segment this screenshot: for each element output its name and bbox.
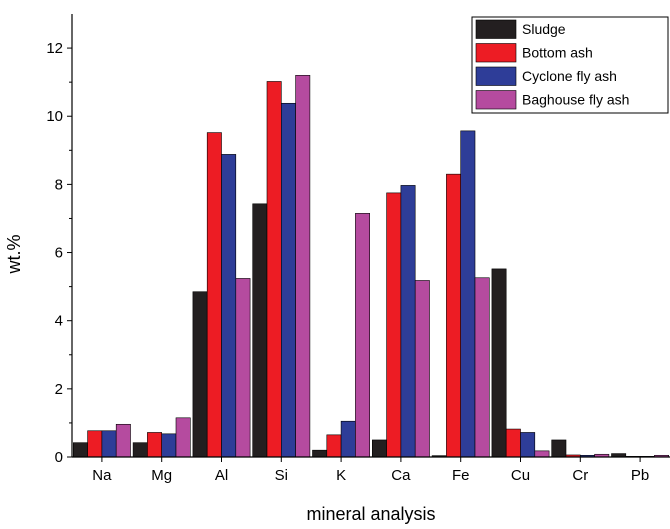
y-axis-title: wt.% — [4, 234, 24, 274]
ticks-group: Na Mg Al Si K Ca Fe Cu Cr Pb 0 2 4 6 8 10 12 — [46, 40, 649, 484]
bar-k-baghouse-fly-ash — [355, 213, 370, 458]
y-tick-label: 6 — [55, 245, 63, 262]
bar-k-bottom-ash — [326, 434, 342, 458]
bar-mg-cyclone-fly-ash — [161, 433, 177, 458]
bar-ca-cyclone-fly-ash — [400, 185, 416, 458]
legend-swatch — [475, 43, 517, 63]
y-tick-label: 12 — [46, 40, 63, 57]
x-tick-label: Cu — [511, 467, 530, 484]
bar-mg-baghouse-fly-ash — [175, 417, 191, 458]
legend: Sludge Bottom ash Cyclone fly ash Baghouse … — [471, 16, 669, 114]
x-axis-title: mineral analysis — [306, 504, 435, 524]
bar-si-sludge — [252, 203, 268, 458]
bar-cu-sludge — [491, 268, 507, 458]
x-tick-label: Mg — [151, 467, 172, 484]
bar-na-sludge — [73, 442, 88, 458]
x-tick-label: Cr — [572, 467, 588, 484]
bar-al-baghouse-fly-ash — [235, 278, 251, 458]
bar-k-sludge — [312, 449, 328, 458]
bar-k-cyclone-fly-ash — [340, 420, 356, 458]
bar-ca-sludge — [371, 439, 387, 458]
x-tick-label: Fe — [452, 467, 470, 484]
x-tick-label: Ca — [391, 467, 411, 484]
bar-fe-bottom-ash — [446, 173, 461, 458]
y-tick-label: 4 — [55, 313, 63, 330]
bar-ca-baghouse-fly-ash — [414, 280, 430, 458]
bar-mg-bottom-ash — [147, 432, 162, 458]
x-tick-label: Al — [215, 467, 228, 484]
bar-si-cyclone-fly-ash — [280, 102, 296, 458]
bar-na-baghouse-fly-ash — [115, 423, 131, 458]
bar-si-bottom-ash — [266, 81, 282, 458]
bar-na-bottom-ash — [87, 430, 103, 458]
bar-fe-cyclone-fly-ash — [460, 130, 476, 458]
bar-al-bottom-ash — [206, 132, 222, 458]
bar-si-baghouse-fly-ash — [295, 75, 311, 458]
bar-ca-bottom-ash — [386, 192, 402, 458]
bar-cu-bottom-ash — [505, 428, 521, 458]
bar-al-sludge — [192, 291, 208, 458]
bar-cu-cyclone-fly-ash — [520, 432, 536, 458]
legend-label: Sludge — [522, 21, 566, 37]
legend-label: Cyclone fly ash — [522, 68, 617, 84]
legend-swatch — [475, 66, 517, 86]
x-tick-label: Na — [92, 467, 112, 484]
axes-group — [71, 14, 670, 458]
legend-swatch — [475, 90, 517, 110]
bar-fe-baghouse-fly-ash — [474, 277, 490, 458]
y-tick-label: 10 — [46, 108, 63, 125]
y-tick-label: 0 — [55, 449, 63, 466]
y-tick-label: 2 — [55, 381, 63, 398]
bar-mg-sludge — [132, 442, 148, 458]
x-tick-label: Si — [275, 467, 288, 484]
bar-cu-baghouse-fly-ash — [534, 450, 550, 458]
legend-swatch — [475, 19, 517, 39]
bar-na-cyclone-fly-ash — [101, 430, 117, 458]
x-tick-label: Pb — [631, 467, 649, 484]
bars-group — [73, 75, 670, 458]
x-tick-label: K — [336, 467, 346, 484]
legend-label: Bottom ash — [522, 45, 593, 61]
bar-al-cyclone-fly-ash — [221, 154, 237, 458]
legend-label: Baghouse fly ash — [522, 92, 629, 108]
y-tick-label: 8 — [55, 176, 63, 193]
bar-cr-sludge — [551, 439, 567, 458]
